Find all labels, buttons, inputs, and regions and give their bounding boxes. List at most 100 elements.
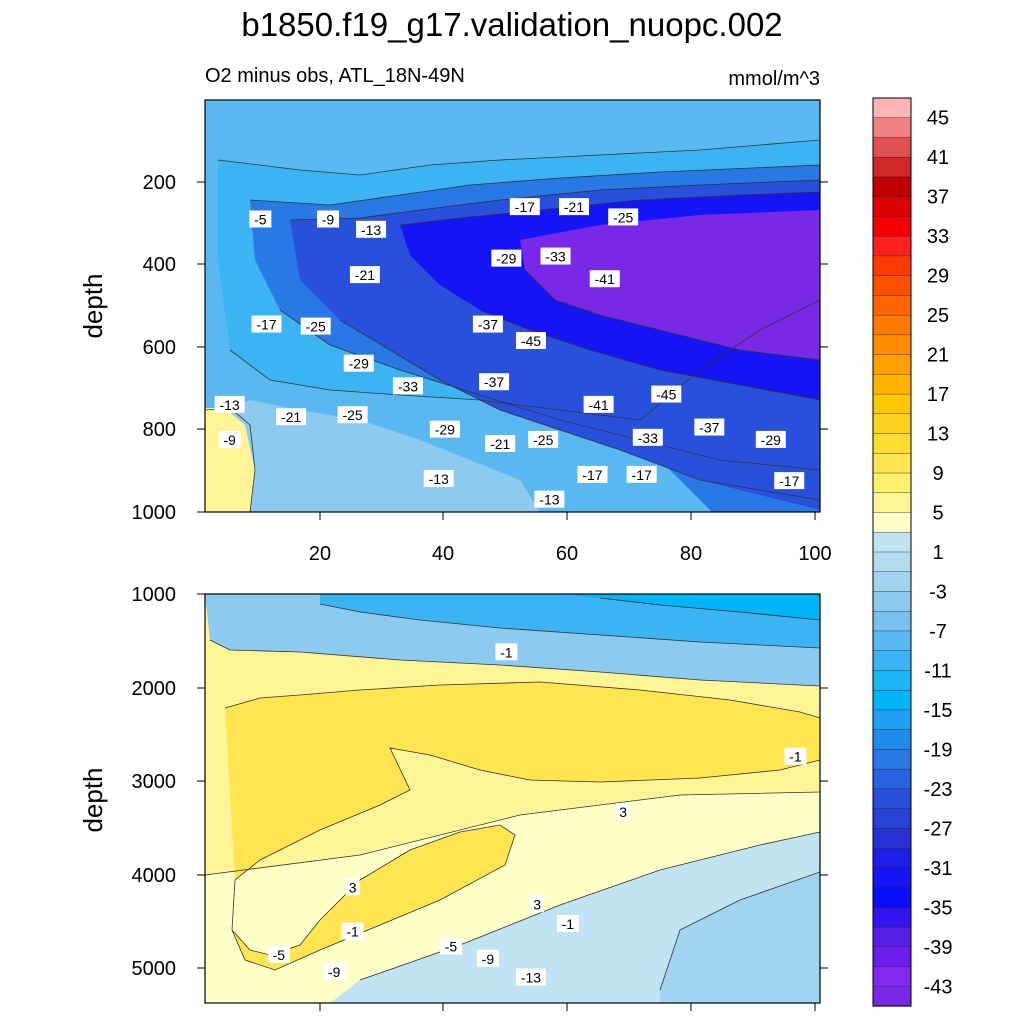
- colorbar-swatch: [872, 591, 912, 612]
- colorbar-swatch: [872, 986, 912, 1007]
- contour-label-box: [608, 208, 639, 226]
- contour-label-text: 3: [619, 804, 627, 820]
- colorbar-swatch: [872, 157, 912, 178]
- colorbar-tick-label: 17: [927, 384, 949, 406]
- contour-label: -9: [317, 210, 339, 228]
- contour-label: -1: [341, 922, 364, 940]
- upper-ytick-label: 800: [143, 419, 176, 441]
- colorbar: 45 41 37 33 29 25 21 17 13 9 5 1 -3 -7 -11 -15 -19 -23 -27…: [872, 97, 953, 1007]
- lower-fill-warm-lobe: [225, 682, 820, 970]
- lower-contour-lines: [205, 597, 820, 991]
- colorbar-swatch: [872, 433, 912, 454]
- upper-xtick-label: 100: [798, 543, 831, 565]
- contour-label: -25: [300, 317, 331, 335]
- contour-label-text: -21: [355, 267, 375, 283]
- contour-label-box: [577, 465, 608, 483]
- colorbar-swatch: [872, 216, 912, 237]
- contour-label-text: -21: [490, 436, 510, 452]
- upper-panel: -13 -13 -17 -17 -17 -9 -21 -25 -33 -29 -29 -37 -21 -2…: [205, 100, 820, 512]
- contour-label-box: [755, 430, 786, 448]
- colorbar-swatch: [872, 709, 912, 731]
- contour-label-box: [300, 317, 331, 335]
- colorbar-swatch: [872, 374, 912, 395]
- colorbar-swatch: [872, 472, 912, 494]
- contour-label-box: [349, 266, 380, 284]
- colorbar-swatch: [872, 907, 912, 928]
- contour-label-box: [429, 420, 460, 438]
- colorbar-tick-label: -43: [924, 976, 953, 998]
- upper-fill-core: [520, 210, 820, 360]
- contour-label-box: [323, 962, 346, 980]
- contour-label-text: -37: [478, 317, 498, 333]
- contour-label: -29: [755, 430, 786, 448]
- lower-ytick-label: 3000: [132, 771, 177, 793]
- contour-label: -25: [528, 430, 559, 448]
- colorbar-tick-label: -27: [924, 818, 953, 840]
- contour-label-box: [495, 643, 518, 661]
- contour-label-text: -41: [588, 397, 608, 413]
- contour-label-box: [583, 395, 614, 413]
- contour-label: -5: [249, 210, 272, 228]
- contour-label-text: -29: [761, 432, 781, 448]
- upper-ytick-label: 200: [143, 172, 176, 194]
- contour-label-text: -37: [484, 374, 504, 390]
- upper-contour-labels: -13 -13 -17 -17 -17 -9 -21 -25 -33 -29 -29 -37 -21 -2…: [214, 198, 805, 508]
- contour-label-text: -13: [219, 397, 239, 413]
- contour-label: -17: [626, 465, 657, 483]
- colorbar-tick-label: 5: [932, 503, 943, 525]
- contour-label: -1: [556, 915, 579, 933]
- contour-label-box: [589, 270, 620, 288]
- colorbar-tick-label: 29: [927, 266, 949, 288]
- colorbar-swatch: [872, 689, 912, 711]
- lower-y-axis: 1000 2000 3000 4000 5000 depth: [78, 584, 828, 980]
- colorbar-tick-label: -39: [924, 937, 953, 959]
- contour-label: -9: [476, 949, 499, 967]
- contour-label-box: [528, 430, 559, 448]
- colorbar-swatch: [872, 828, 912, 849]
- contour-label-text: -17: [256, 317, 276, 333]
- contour-label-box: [515, 332, 546, 350]
- contour-label: -25: [608, 208, 639, 226]
- contour-label-text: -13: [429, 471, 449, 487]
- contour-label-text: -1: [562, 916, 575, 932]
- contour-label: -13: [534, 490, 565, 508]
- contour-label-box: [774, 472, 805, 490]
- contour-label: -21: [559, 198, 589, 216]
- contour-label-text: -1: [500, 644, 513, 660]
- contour-label-box: [784, 747, 807, 765]
- contour-label-text: -25: [306, 319, 326, 335]
- contour-label: -9: [323, 962, 346, 980]
- contour-label-box: [251, 315, 282, 333]
- contour-label-text: -41: [595, 271, 615, 287]
- contour-label-text: -13: [521, 970, 541, 986]
- colorbar-swatch: [872, 97, 912, 119]
- colorbar-swatch: [872, 887, 912, 908]
- colorbar-tick-label: 45: [927, 108, 949, 130]
- contour-label-text: -29: [435, 422, 455, 438]
- contour-label-text: -25: [613, 209, 633, 225]
- contour-label-box: [616, 803, 631, 821]
- colorbar-swatch: [872, 551, 912, 573]
- upper-xtick-label: 40: [432, 543, 454, 565]
- contour-label-text: -13: [361, 222, 381, 238]
- colorbar-swatch: [872, 334, 912, 356]
- colorbar-swatch: [872, 966, 912, 987]
- contour-label-box: [540, 247, 571, 265]
- contour-label: -21: [276, 408, 307, 426]
- contour-label-box: [356, 220, 387, 238]
- colorbar-swatch: [872, 847, 912, 869]
- lower-fill-blue-patch: [660, 872, 820, 1003]
- colorbar-swatch: [872, 255, 912, 277]
- contour-label-box: [214, 395, 245, 413]
- contour-label-box: [491, 249, 522, 267]
- contour-label-text: -9: [482, 951, 495, 967]
- colorbar-tick-label: 1: [932, 542, 943, 564]
- contour-label: -17: [774, 472, 805, 490]
- upper-contour-lines: [205, 139, 820, 512]
- contour-label-box: [509, 198, 540, 216]
- contour-label-text: -9: [322, 211, 335, 227]
- upper-fill-deep-left: [205, 400, 540, 512]
- colorbar-swatch: [872, 512, 912, 533]
- chart-title: b1850.f19_g17.validation_nuopc.002: [241, 6, 782, 43]
- contour-label: -13: [214, 395, 245, 413]
